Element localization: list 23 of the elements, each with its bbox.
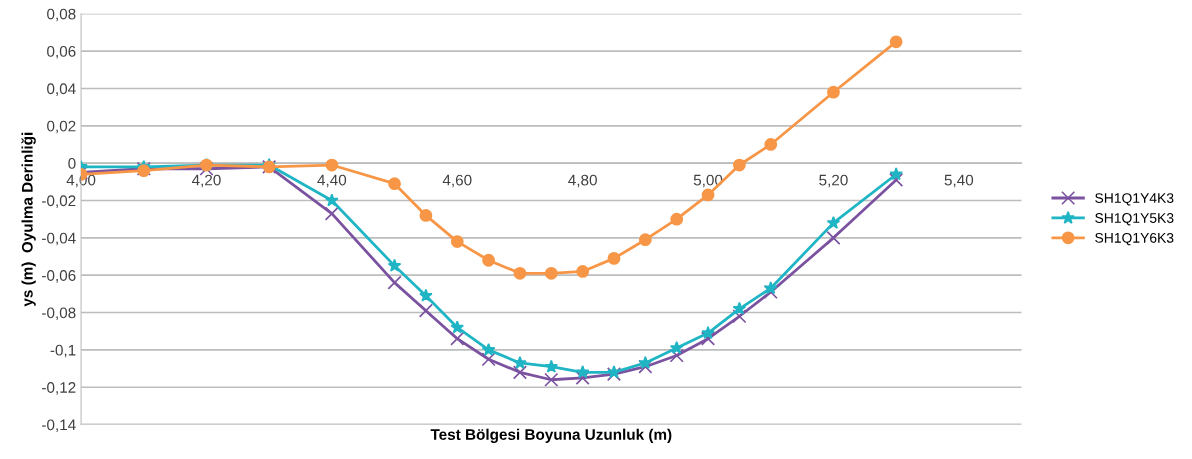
x-tick-label: 5,40: [944, 174, 974, 188]
y-tick-label: 0,02: [47, 120, 76, 134]
x-axis-title: Test Bölgesi Boyuna Uzunluk (m): [430, 428, 672, 443]
y-tick-label: -0,1: [50, 344, 76, 358]
y-tick-label: -0,04: [42, 232, 76, 246]
y-tick-label: -0,06: [42, 270, 76, 283]
y-tick-label: -0,08: [42, 307, 76, 321]
legend-label: SH1Q1Y5K3: [1095, 213, 1174, 226]
y-tick-label: 0,08: [47, 8, 76, 22]
y-tick-label: 0,06: [47, 45, 76, 59]
y-tick-label: 0,04: [47, 83, 76, 96]
legend-label: SH1Q1Y4K3: [1095, 193, 1174, 206]
x-tick-label: 4,60: [442, 174, 472, 188]
y-tick-label: -0,02: [42, 195, 76, 208]
x-tick-label: 5,20: [819, 174, 848, 188]
y-tick-label: -0,12: [42, 382, 76, 395]
y-tick-label: 0: [68, 158, 76, 169]
x-tick-label: 4,40: [317, 174, 347, 188]
legend-label: SH1Q1Y6K3: [1095, 232, 1174, 246]
y-tick-label: -0,14: [42, 419, 76, 433]
x-tick-label: 4,80: [568, 174, 597, 188]
x-tick-label: 4,20: [191, 174, 221, 188]
y-axis-title: ys (m) Oyulma Derinliği: [21, 132, 36, 307]
